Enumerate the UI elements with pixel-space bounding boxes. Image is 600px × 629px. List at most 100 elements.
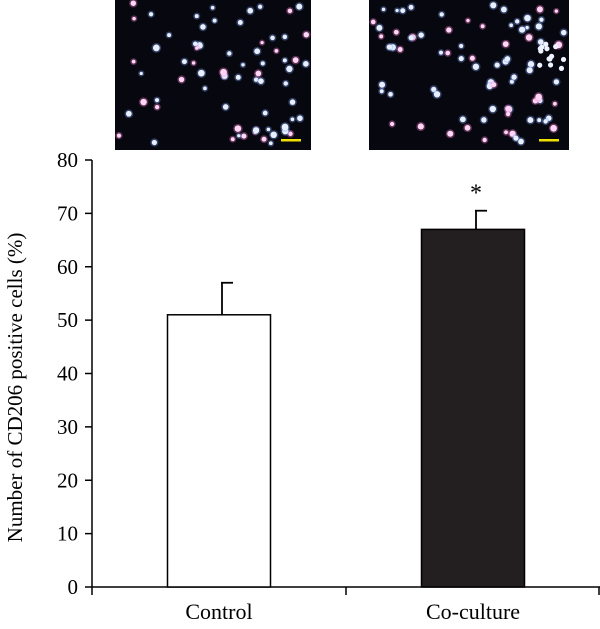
cell-nucleus [558, 65, 565, 71]
cell-nucleus [513, 135, 519, 141]
cell-nucleus [154, 104, 160, 110]
y-axis-title: Number of CD206 positive cells (%) [3, 233, 27, 543]
cell-nucleus [253, 77, 259, 82]
cell-nucleus [511, 74, 517, 80]
cell-nucleus [198, 69, 205, 77]
x-tick-labels: Control Co-culture [185, 599, 520, 624]
cell-nucleus [543, 119, 548, 124]
cell-nucleus [283, 81, 288, 86]
cell-nucleus [255, 70, 262, 77]
cell-nucleus [260, 61, 265, 66]
cell-nucleus [537, 62, 543, 68]
cell-nucleus [125, 110, 132, 117]
cell-nucleus [379, 81, 386, 88]
cell-nucleus [459, 43, 464, 49]
cell-nucleus [536, 6, 543, 13]
cell-nucleus [459, 116, 466, 123]
cell-nucleus [152, 44, 160, 52]
cell-nucleus [303, 61, 309, 67]
cell-nucleus [241, 133, 247, 139]
cell-nucleus [447, 130, 454, 137]
cell-nucleus [490, 2, 497, 9]
cell-nucleus [260, 41, 264, 45]
bar-co-culture [420, 228, 526, 588]
micrograph-background [115, 0, 311, 150]
cell-nucleus [525, 34, 533, 41]
cell-nucleus [509, 79, 514, 84]
cell-nucleus [466, 18, 470, 23]
cell-nucleus [501, 6, 507, 13]
cell-nucleus [381, 7, 386, 12]
y-tick-label: 10 [57, 522, 78, 546]
cell-nucleus [491, 82, 497, 88]
cell-nucleus [431, 86, 437, 93]
cell-nucleus [527, 61, 535, 68]
cell-nucleus [481, 117, 487, 123]
cell-nucleus [505, 105, 511, 112]
micrograph-panel [115, 0, 569, 150]
cell-nucleus [292, 57, 299, 64]
cell-nucleus [167, 33, 172, 38]
cell-nucleus [235, 74, 241, 80]
cell-nucleus [539, 44, 545, 50]
cell-nucleus [212, 18, 217, 23]
cell-nucleus [524, 14, 531, 22]
cell-nucleus [258, 4, 263, 9]
cell-nucleus [505, 111, 511, 117]
cell-nucleus [486, 83, 493, 90]
cell-nucleus [194, 14, 199, 19]
significance-marker: * [470, 181, 482, 207]
cell-nucleus [282, 58, 287, 63]
cell-nucleus [464, 125, 471, 131]
cell-nucleus [178, 76, 185, 83]
y-tick-label: 60 [57, 255, 78, 279]
cell-nucleus [151, 139, 157, 146]
cell-nucleus [270, 35, 275, 41]
cell-nucleus [446, 27, 452, 33]
cell-nucleus [515, 19, 520, 24]
cell-nucleus [544, 46, 550, 52]
cell-nucleus [270, 131, 277, 139]
cell-nucleus [241, 63, 245, 67]
cell-nucleus [553, 44, 559, 50]
cell-nucleus [550, 124, 557, 132]
cell-nucleus [560, 56, 567, 63]
cell-nucleus [116, 133, 122, 138]
cell-nucleus [379, 34, 384, 39]
cell-nucleus [148, 12, 154, 17]
cell-nucleus [546, 56, 552, 62]
cell-nucleus [527, 117, 534, 124]
cell-nucleus [433, 91, 441, 98]
cell-nucleus [154, 98, 160, 103]
cell-nucleus [547, 62, 554, 68]
cell-nucleus [439, 12, 444, 17]
micrograph-background [369, 0, 569, 150]
cell-nucleus [509, 23, 514, 28]
cell-nucleus [388, 92, 393, 97]
cell-nucleus [552, 101, 557, 106]
cell-nucleus [504, 56, 511, 62]
cell-nucleus [370, 19, 376, 25]
cell-nucleus [408, 4, 414, 10]
cell-nucleus [268, 141, 273, 146]
cell-nucleus [537, 118, 542, 123]
cell-nucleus [289, 99, 296, 105]
cell-nucleus [181, 59, 187, 65]
cell-nucleus [288, 131, 293, 137]
cell-nucleus [535, 93, 543, 101]
cell-nucleus [227, 51, 232, 56]
y-tick-label: 80 [57, 148, 78, 172]
cell-nucleus [494, 62, 500, 68]
x-tick-label: Control [185, 599, 252, 624]
cell-nucleus [560, 29, 567, 36]
cell-nucleus [418, 32, 424, 38]
cell-nucleus [237, 20, 243, 25]
cell-nucleus [220, 68, 227, 76]
y-ticks: 0 10 20 30 40 50 60 70 80 [57, 148, 600, 599]
cell-nucleus [519, 26, 526, 33]
cell-nucleus [139, 71, 143, 76]
cell-nucleus [472, 63, 480, 70]
micrograph-co-culture [369, 0, 569, 150]
bar-control [166, 314, 272, 588]
